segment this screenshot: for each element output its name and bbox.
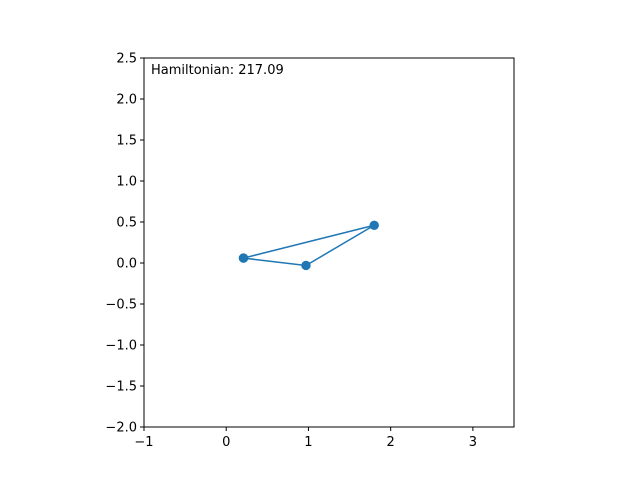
x-tick-label: 3 <box>469 435 477 450</box>
y-tick-label: −1.0 <box>105 339 137 354</box>
x-tick-label: 2 <box>387 435 395 450</box>
data-point-marker <box>301 260 311 271</box>
x-tick-label: −1 <box>134 435 153 450</box>
y-tick-label: −0.5 <box>105 298 137 313</box>
y-tick-label: −2.0 <box>105 421 137 436</box>
y-tick-label: 1.5 <box>116 134 137 149</box>
plot-frame <box>143 57 515 428</box>
axes-layer: −1 0 1 2 3 2.5 2.0 1.5 1.0 0.5 0.0 −0.5 −1.0 −1.5 −2.0 <box>105 52 515 450</box>
series-line <box>243 224 375 267</box>
data-point-marker <box>369 220 379 230</box>
data-point-marker <box>238 253 249 263</box>
y-tick-label: −1.5 <box>105 380 137 395</box>
y-tick-label: 2.0 <box>116 93 137 108</box>
y-tick-label: 0.0 <box>116 257 137 272</box>
x-tick-label: 0 <box>222 435 230 450</box>
y-tick-label: 2.5 <box>116 52 137 67</box>
x-tick-label: 1 <box>304 435 312 450</box>
series-layer <box>238 220 379 271</box>
hamiltonian-annotation: Hamiltonian: 217.09 <box>151 63 284 78</box>
y-tick-label: 1.0 <box>116 175 137 190</box>
y-tick-label: 0.5 <box>116 216 137 231</box>
